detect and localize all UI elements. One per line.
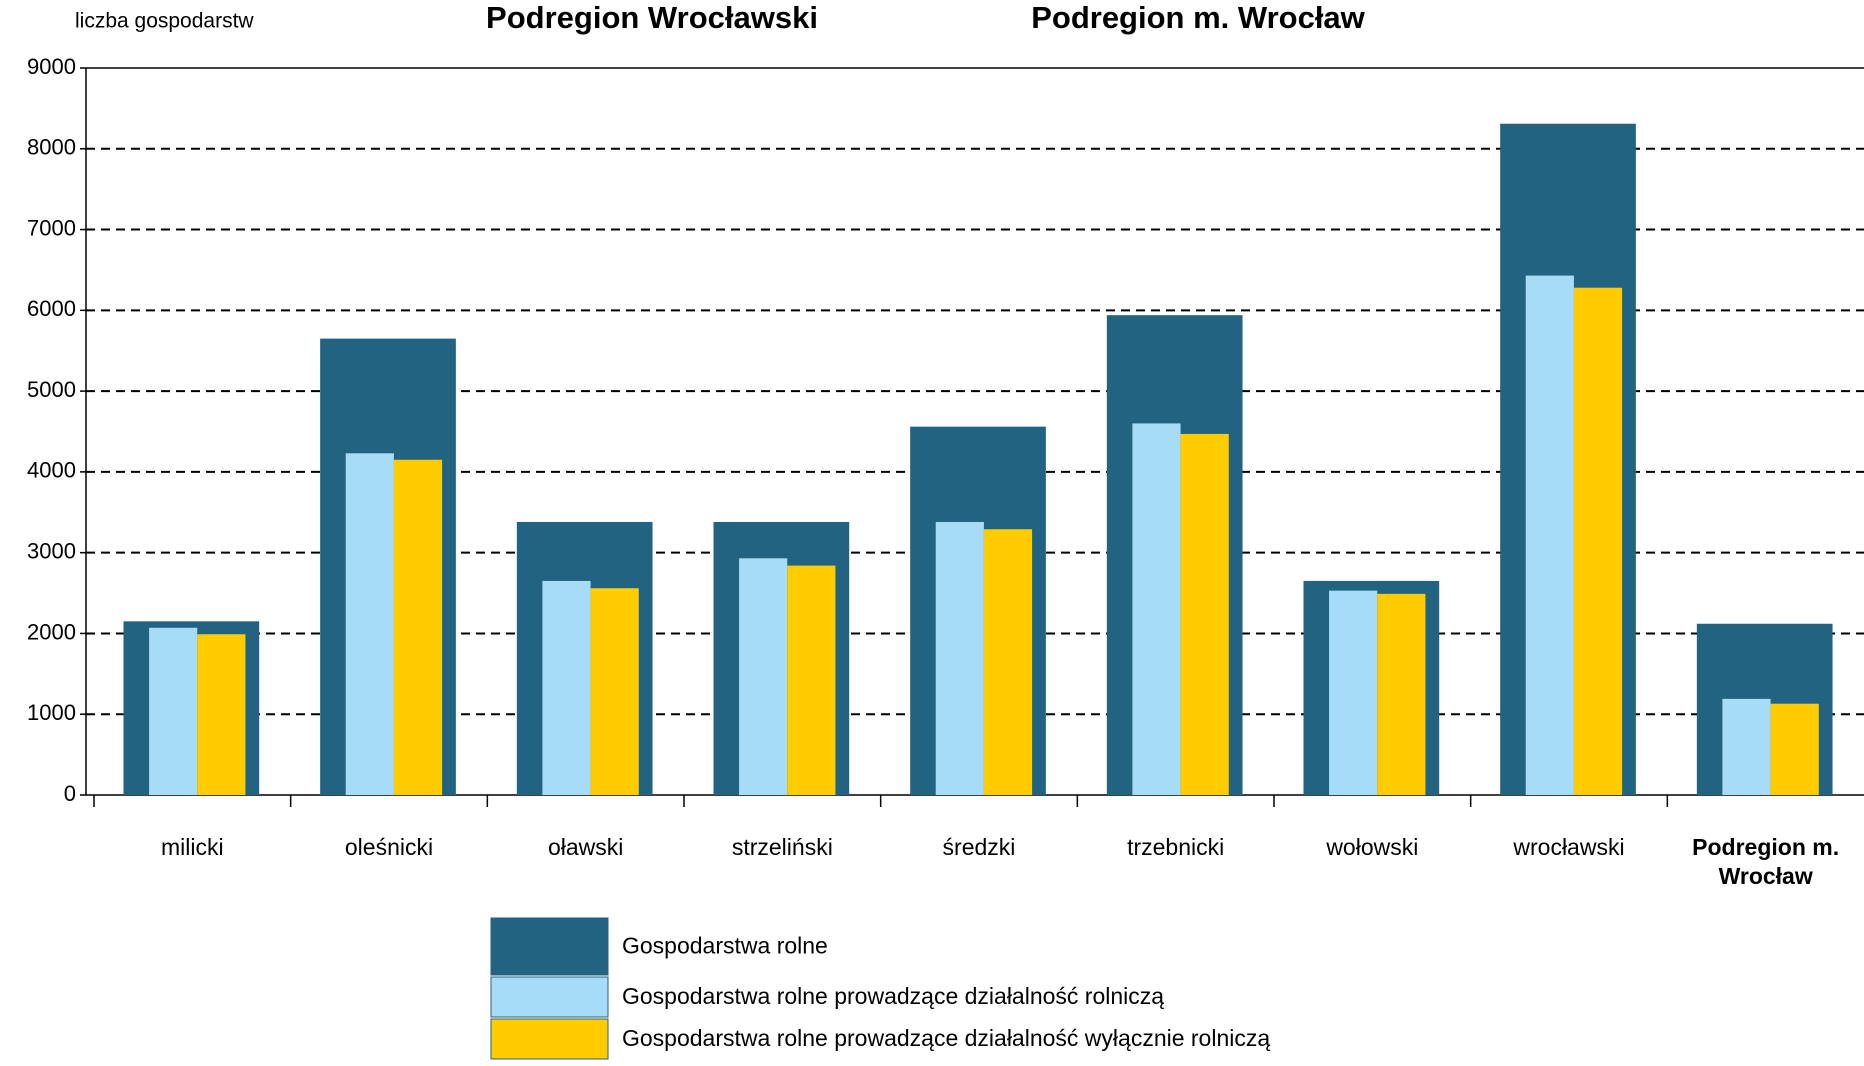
bar [393,459,443,795]
chart-title: Podregion m. Wrocław [1031,0,1365,35]
bar [1180,433,1229,795]
x-tick-label: oleśnicki [344,834,434,860]
x-tick-label-box: średzki [942,834,1016,860]
x-tick-label: Podregion m. Wrocław [1692,834,1840,889]
bar [345,453,394,795]
bar [149,627,198,795]
x-tick-label: trzebnicki [1127,834,1225,860]
legend-label: Gospodarstwa rolne [622,933,828,959]
y-tick-label: 0 [64,781,76,806]
bar [1329,590,1378,795]
bar [1770,703,1819,795]
y-tick-label: 6000 [27,296,76,321]
x-tick-label: wrocławski [1513,834,1625,860]
y-tick-label: 1000 [27,700,76,725]
legend-label: Gospodarstwa rolne prowadzące działalnoś… [622,1025,1270,1051]
legend-swatch [490,917,609,976]
y-tick-label: 7000 [27,215,76,240]
bar [787,565,836,795]
x-tick-label-box: oławski [547,834,624,860]
x-tick-label-box: milicki [161,834,224,860]
x-tick-label: średzki [942,834,1016,860]
y-tick-label: 5000 [27,377,76,402]
y-tick-label: 9000 [27,54,76,79]
bar [1132,423,1181,795]
x-tick-label-box: wrocławski [1513,834,1625,860]
x-tick-label-box: Podregion m. Wrocław [1692,834,1840,889]
x-tick-label-box: trzebnicki [1127,834,1225,860]
y-axis-label: liczba gospodarstw [75,10,254,33]
y-tick-label: 4000 [27,458,76,483]
x-tick-label: milicki [161,834,224,860]
y-tick-label: 3000 [27,538,76,563]
x-tick-label: wołowski [1326,834,1419,860]
x-tick-label-box: strzeliński [731,834,833,860]
x-tick-label-box: wołowski [1326,834,1419,860]
bar [1573,287,1623,795]
legend-swatch [490,976,609,1018]
chart-title: Podregion Wrocławski [486,0,818,35]
bar [197,634,246,795]
bar [1722,698,1771,795]
bar [739,558,788,795]
x-tick-label: strzeliński [731,834,833,860]
bar [1525,275,1574,795]
x-tick-label-box: oleśnicki [344,834,434,860]
x-tick-label: oławski [547,834,624,860]
y-tick-label: 8000 [27,135,76,160]
bar [983,529,1033,795]
bar [1377,593,1426,795]
legend-label: Gospodarstwa rolne prowadzące działalnoś… [622,983,1164,1009]
bar [935,521,984,795]
y-tick-label: 2000 [27,619,76,644]
legend-swatch [490,1018,609,1060]
bar [542,580,591,795]
bar [590,588,639,795]
